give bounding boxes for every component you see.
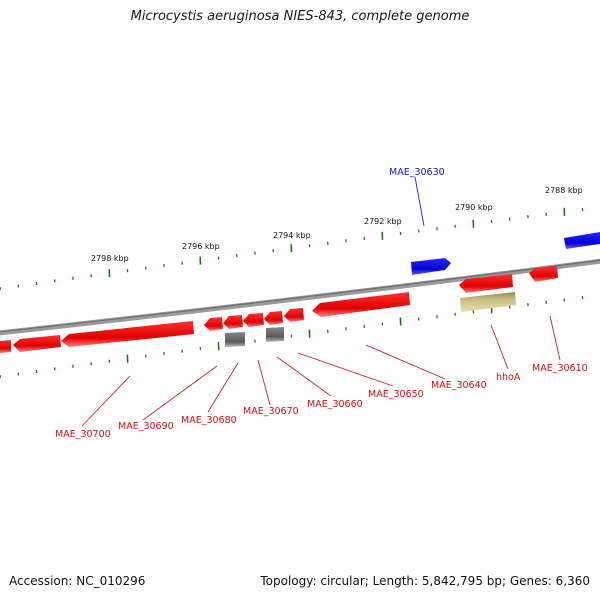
tick-track-outer: [0, 207, 584, 291]
gene-mae-30700[interactable]: [13, 335, 61, 352]
tick-label: 2790 kbp: [455, 203, 493, 212]
tick-label: 2792 kbp: [364, 217, 402, 226]
gene-label: hhoA: [496, 372, 521, 383]
rna-feature[interactable]: [266, 327, 284, 342]
gene-mae-30680b[interactable]: [204, 317, 223, 331]
gene-label: MAE_30610: [532, 363, 588, 374]
gene-labels: MAE_30630 MAE_30610 hhoA MAE_30640 MAE_3…: [55, 167, 588, 440]
tick-label: 2796 kbp: [182, 242, 220, 251]
gene-label: MAE_30700: [55, 429, 111, 440]
gene-label: MAE_30650: [368, 389, 424, 400]
gene-label: MAE_30670: [243, 406, 299, 417]
tick-label: 2794 kbp: [273, 231, 311, 240]
tick-label: 2788 kbp: [545, 186, 583, 195]
gene-mae-30610[interactable]: [529, 266, 558, 282]
page-title: Microcystis aeruginosa NIES-843, complet…: [130, 9, 470, 24]
gene-mae-30690[interactable]: [61, 321, 194, 347]
feature-hhoA[interactable]: [460, 292, 516, 312]
gene-label: MAE_30680: [181, 415, 237, 426]
gene-mae-30640[interactable]: [312, 292, 410, 317]
gene-mae-30650[interactable]: [284, 308, 304, 322]
gene-label: MAE_30630: [389, 167, 445, 178]
rna-feature[interactable]: [225, 332, 245, 347]
gene-mae-30620-partner[interactable]: [459, 274, 513, 293]
tick-labels: 2798 kbp 2796 kbp 2794 kbp 2792 kbp 2790…: [91, 186, 583, 263]
gene-label: MAE_30640: [431, 380, 487, 391]
gene-mae-30660[interactable]: [264, 311, 283, 325]
gene-label: MAE_30660: [307, 399, 363, 410]
accession-label: Accession: NC_010296: [9, 574, 146, 588]
gene-label: MAE_30690: [118, 421, 174, 432]
genome-summary: Topology: circular; Length: 5,842,795 bp…: [260, 574, 590, 588]
gene-left-edge[interactable]: [0, 340, 11, 353]
gene-mae-30670[interactable]: [243, 313, 264, 327]
label-leaders: [81, 176, 561, 427]
gene-mae-30680[interactable]: [223, 315, 243, 329]
gene-mae-30630[interactable]: [411, 232, 600, 275]
genome-backbone: [0, 258, 600, 336]
tick-label: 2798 kbp: [91, 254, 129, 263]
